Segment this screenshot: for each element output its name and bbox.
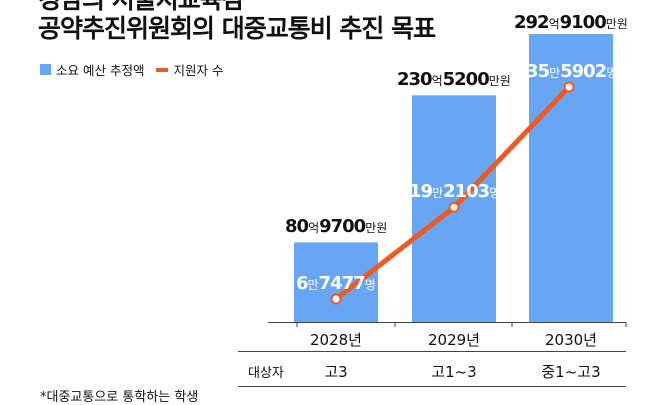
target-cell: 중1~고3 <box>541 363 601 381</box>
legend-line-swatch <box>156 67 169 72</box>
table-top-rule <box>238 351 626 352</box>
target-cell: 고3 <box>324 363 348 381</box>
target-row-title: 대상자 <box>248 366 284 381</box>
legend-bar-swatch <box>40 64 51 75</box>
people-point <box>448 201 460 213</box>
people-point <box>563 81 575 93</box>
table-bottom-rule <box>238 386 626 387</box>
legend: 소요 예산 추정액 지원자 수 <box>40 60 223 79</box>
people-point <box>330 293 342 305</box>
x-tick-label: 2029년 <box>428 331 480 349</box>
footnote: *대중교통으로 통학하는 학생 <box>40 390 199 405</box>
x-tick-label: 2030년 <box>545 331 597 349</box>
chart-title-line-1: 경남의 서울지교육감 <box>38 0 245 15</box>
people-data-label: 35만5902명 <box>526 61 618 82</box>
legend-budget-label: 소요 예산 추정액 <box>56 63 145 78</box>
people-data-label: 19만2103명 <box>409 181 501 202</box>
x-tick-label: 2028년 <box>310 331 362 349</box>
people-data-label: 6만7477명 <box>296 273 376 294</box>
budget-data-label: 80억9700만원 <box>285 216 388 237</box>
target-cell: 고1~3 <box>431 363 477 381</box>
chart-title-line-2: 공약추진위원회의 대중교통비 추진 목표 <box>38 14 436 43</box>
legend-people-label: 지원자 수 <box>173 63 224 78</box>
budget-bar <box>294 242 378 322</box>
budget-data-label: 230억5200만원 <box>397 69 511 90</box>
budget-data-label: 292억9100만원 <box>514 12 628 33</box>
